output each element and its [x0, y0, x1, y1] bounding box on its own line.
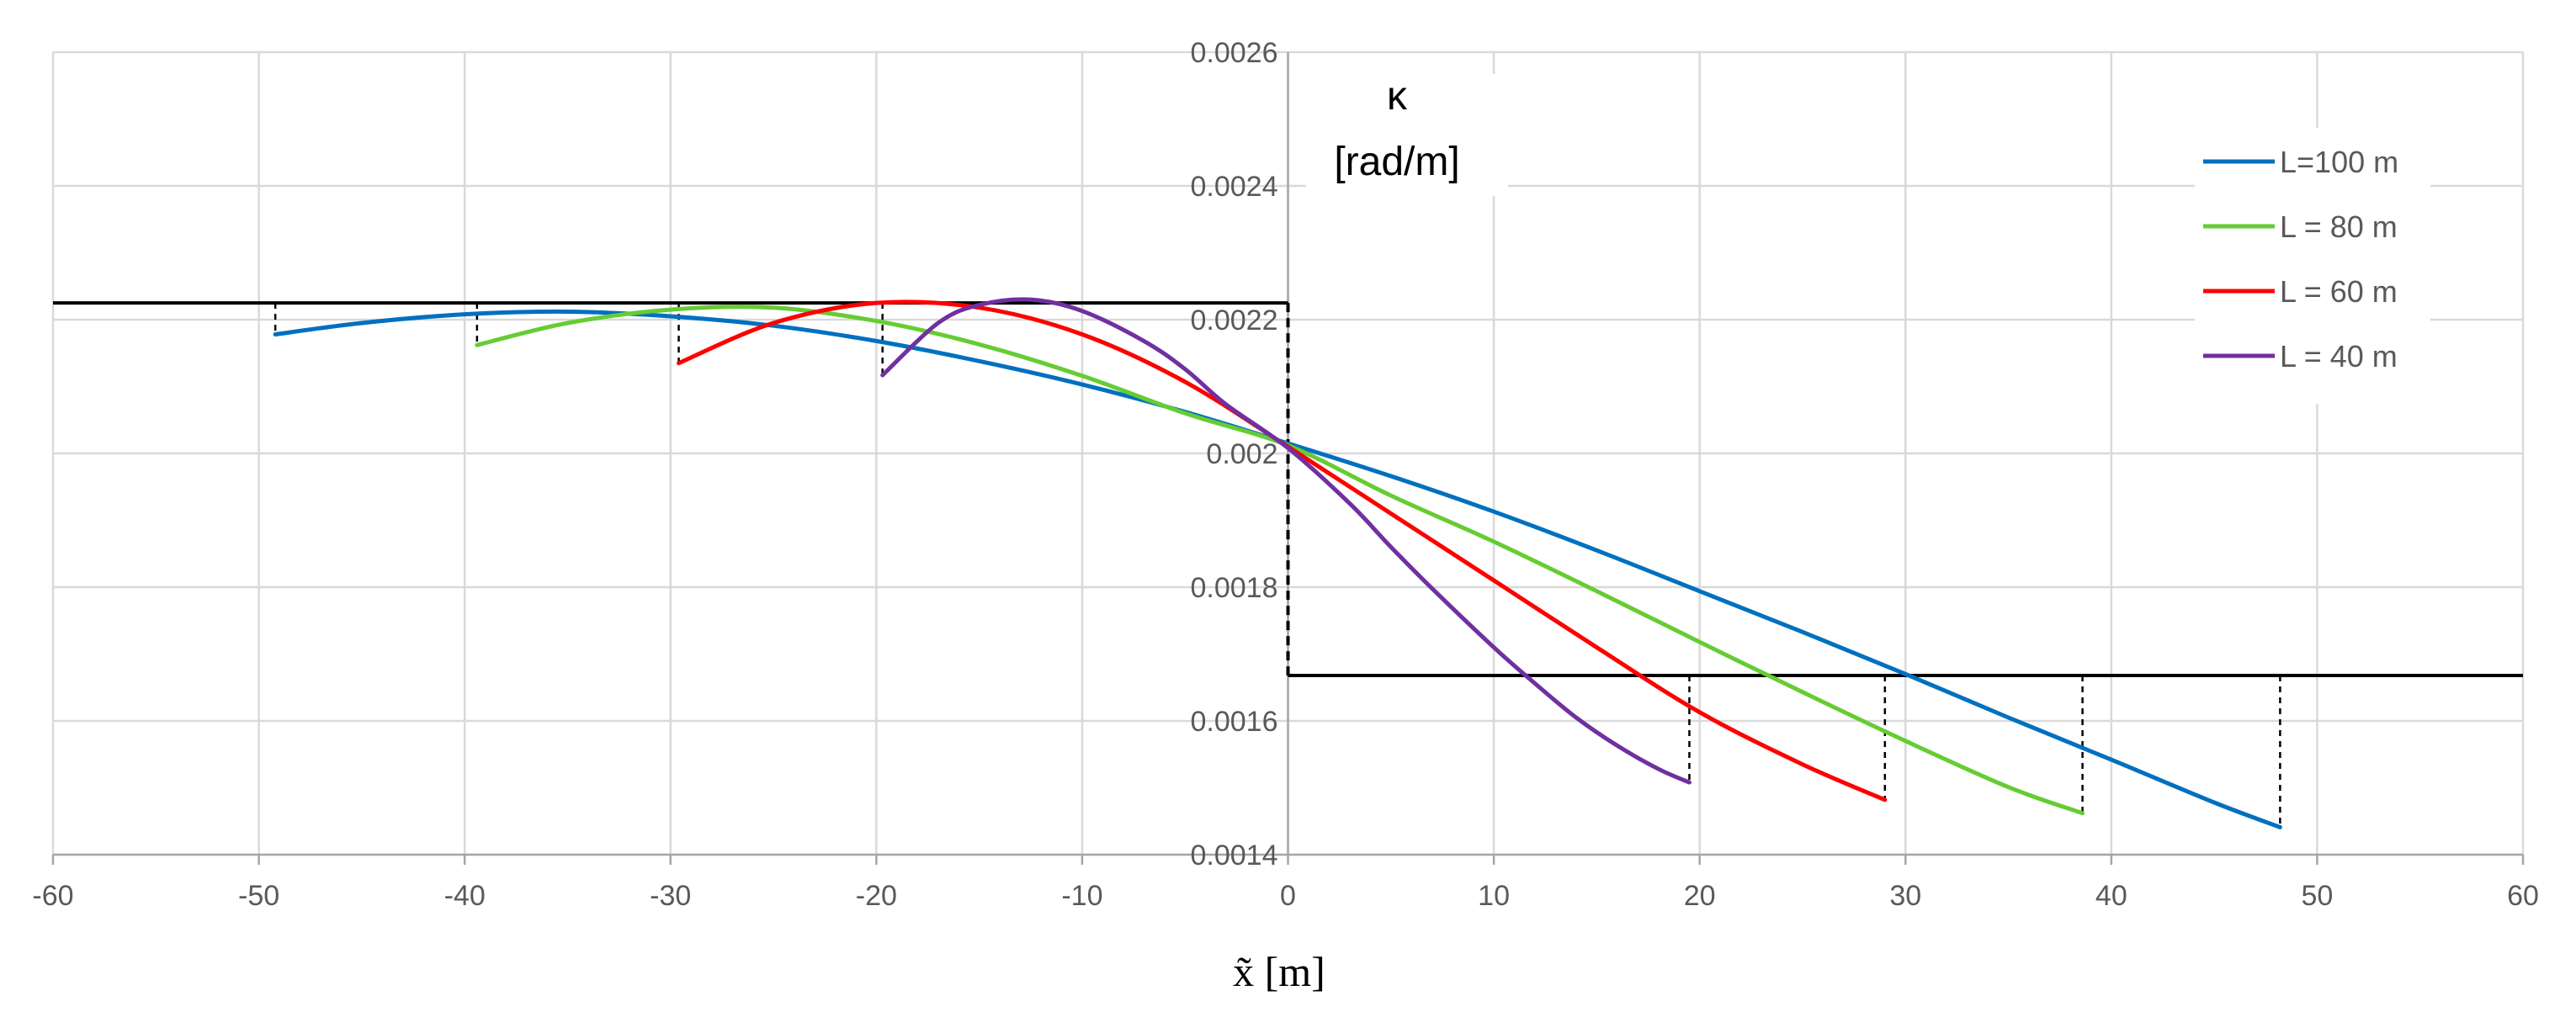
y-tick-label: 0.0018: [1191, 572, 1278, 604]
y-axis-ticks: 0.0014 0.0016 0.0018 0.002 0.0022 0.0024 0.002…: [1191, 37, 1278, 871]
x-tick-label: -40: [444, 880, 486, 912]
y-axis-label-symbol: κ: [1387, 74, 1408, 119]
x-tick-label: -20: [856, 880, 897, 912]
legend-label-3: L = 60 m: [2280, 274, 2398, 309]
x-tick-label: 10: [1478, 880, 1510, 912]
x-tick-label: -30: [650, 880, 691, 912]
y-tick-label: 0.0022: [1191, 305, 1278, 336]
x-axis-label: x̃ [m]: [1233, 948, 1325, 995]
y-tick-label: 0.0016: [1191, 706, 1278, 738]
series-line-2: [475, 305, 2085, 816]
legend-label-2: L = 80 m: [2280, 209, 2398, 244]
series-line-1: [273, 309, 2282, 829]
legend-label-1: L=100 m: [2280, 145, 2398, 179]
legend: L=100 m L = 80 m L = 60 m L = 40 m: [2195, 128, 2430, 404]
x-tick-label: 60: [2507, 880, 2539, 912]
series-line-3: [677, 299, 1888, 803]
y-tick-label: 0.002: [1206, 438, 1277, 470]
y-tick-label: 0.0026: [1191, 37, 1278, 69]
legend-label-4: L = 40 m: [2280, 339, 2398, 373]
series-line-4: [880, 297, 1692, 785]
x-tick-label: -60: [32, 880, 73, 912]
x-axis-ticks: -60 -50 -40 -30 -20 -10 0 10 20 30 40 50 60: [32, 880, 2538, 912]
x-tick-label: -10: [1061, 880, 1102, 912]
x-tick-label: 50: [2302, 880, 2334, 912]
series-lines: [273, 297, 2282, 829]
y-axis-label-unit: [rad/m]: [1334, 140, 1459, 184]
y-label-background: [1306, 74, 1508, 196]
x-tick-label: 30: [1889, 880, 1921, 912]
x-tick-label: 40: [2095, 880, 2127, 912]
x-tick-label: 20: [1684, 880, 1716, 912]
x-tick-label: -50: [238, 880, 279, 912]
y-tick-label: 0.0014: [1191, 840, 1278, 871]
y-tick-label: 0.0024: [1191, 171, 1278, 203]
x-tick-label: 0: [1280, 880, 1296, 912]
